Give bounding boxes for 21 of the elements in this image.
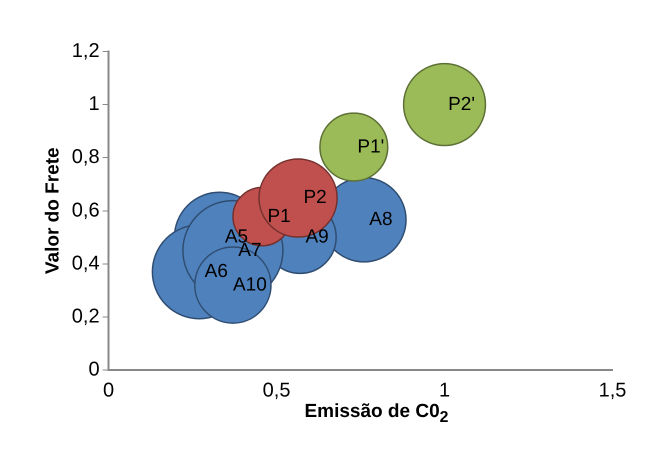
y-tick-label: 0,2	[72, 305, 100, 328]
y-tick-label: 1,2	[72, 40, 100, 62]
y-tick-label: 0	[88, 358, 100, 381]
data-label: P1'	[357, 136, 384, 158]
y-tick-label: 0,8	[72, 146, 100, 168]
y-axis-title: Valor do Frete	[42, 147, 64, 274]
data-label: A9	[305, 226, 329, 248]
x-tick-label: 1,5	[598, 380, 626, 402]
y-tick-label: 0,4	[72, 252, 100, 274]
data-label: A6	[204, 261, 228, 282]
x-axis-title: Emissão de C0$_{2}$	[304, 401, 450, 427]
x-tick-label: 0	[103, 380, 114, 402]
y-tick-label: 0,6	[72, 199, 100, 222]
data-label: A10	[232, 274, 267, 296]
data-label: P2'	[448, 94, 475, 115]
data-label: A8	[369, 209, 393, 230]
data-label: P1	[268, 206, 291, 227]
x-tick-label: 1	[438, 380, 450, 402]
x-tick-label: 0,5	[262, 380, 290, 402]
data-label: P2	[303, 187, 327, 208]
y-tick-label: 1	[88, 93, 100, 116]
